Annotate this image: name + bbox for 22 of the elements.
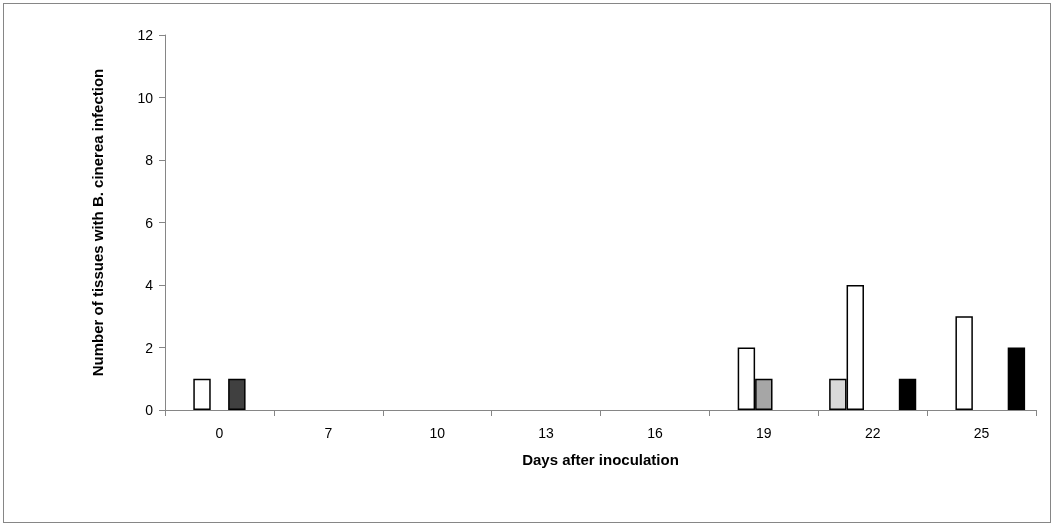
y-tick-label: 2 xyxy=(145,339,154,356)
y-tick-label: 0 xyxy=(145,402,154,418)
y-tick-label: 4 xyxy=(145,277,154,293)
x-tick-label: 13 xyxy=(538,425,555,441)
x-tick-label: 0 xyxy=(215,425,224,441)
x-tick-label: 10 xyxy=(429,425,446,441)
y-tick-label: 6 xyxy=(145,214,154,231)
y-axis-title: Number of tissues with B. cinerea infection xyxy=(88,68,106,377)
x-tick-label: 16 xyxy=(647,425,663,441)
y-tick-label: 12 xyxy=(137,27,154,43)
x-axis-title: Days after inoculation xyxy=(522,451,679,468)
x-tick-label: 22 xyxy=(864,425,881,441)
y-tick-label: 10 xyxy=(137,89,154,106)
bar xyxy=(193,378,211,410)
y-tick-label: 8 xyxy=(145,152,154,168)
bar xyxy=(228,378,246,410)
bar xyxy=(1007,347,1026,410)
bar xyxy=(955,316,973,410)
x-tick-label: 19 xyxy=(756,425,772,441)
bar xyxy=(898,378,917,410)
x-tick-label: 7 xyxy=(324,425,333,441)
x-tick-label: 25 xyxy=(973,425,990,441)
